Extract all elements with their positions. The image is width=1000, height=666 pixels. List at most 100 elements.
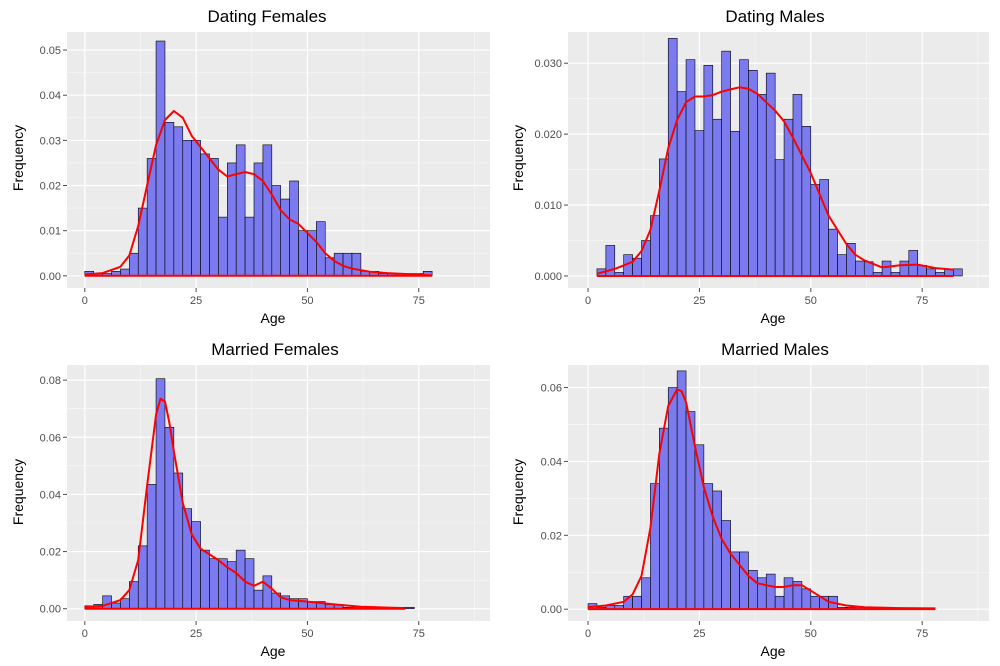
histogram-bar [694,130,705,277]
y-tick-label: 0.04 [40,489,61,501]
y-tick-label: 0.000 [534,271,562,283]
histogram-bar [676,370,687,610]
histogram-bar [200,549,210,610]
histogram-bar [712,118,722,277]
y-tick-label: 0.04 [541,456,562,468]
plot-background [568,365,989,621]
histogram-bar [262,144,273,277]
histogram-bars [84,40,433,277]
histogram-bar [200,153,210,277]
x-tick-label: 75 [413,295,425,307]
y-tick-label: 0.06 [541,383,562,395]
y-axis-title: Frequency [510,125,526,191]
axis-ticks: 0 25 50 75 0.00 0.02 0.04 0.06 0.08 [40,375,425,640]
y-tick-label: 0.010 [534,200,562,212]
histogram-bar [405,606,415,610]
histogram-bar [191,140,201,277]
histogram-bar [351,252,362,277]
histogram-bar [792,94,803,277]
y-tick-label: 0.05 [40,45,61,57]
histogram-bar [650,483,660,610]
histogram-bar [748,69,758,277]
histogram-bar [641,577,651,610]
histogram-bar [721,520,731,610]
histogram-bar [774,159,785,277]
x-tick-label: 0 [82,628,88,640]
histogram-bar [685,59,696,277]
histogram-bar [102,595,112,610]
histogram-bar [899,260,910,277]
y-tick-label: 0.03 [40,135,61,147]
histogram-bar [810,595,821,610]
histogram-bar [129,252,139,277]
histogram-bar [667,387,678,610]
density-curve [84,110,433,277]
histogram-bar [783,118,794,277]
x-tick-label: 75 [916,628,928,640]
axis-ticks: 0 25 50 75 0.00 0.02 0.04 0.06 [541,383,929,640]
histogram-bar [730,130,740,277]
histogram-bar [801,588,812,610]
histogram-bar [164,426,175,610]
x-tick-label: 50 [805,295,817,307]
histogram-bar [667,38,678,277]
y-axis-title: Frequency [510,459,526,525]
axis-ticks: 0 25 50 75 0.00 0.01 0.02 0.03 0.04 0.05 [40,45,425,307]
histogram-bar [342,252,353,277]
histogram-bar [757,94,767,277]
x-tick-label: 75 [413,628,425,640]
histogram-bar [182,140,192,277]
y-tick-label: 0.00 [40,271,61,283]
histogram-bar [173,126,184,277]
histogram-bar [120,268,130,277]
density-curve [596,86,954,275]
histogram-bar [659,158,669,277]
axis-ticks: 0 25 50 75 0.000 0.010 0.020 0.030 [534,58,928,307]
panel-married-females: Married Females Age Frequency 0 25 50 75 0.0… [10,340,490,659]
x-tick-label: 25 [693,628,705,640]
y-tick-label: 0.06 [40,432,61,444]
panel-dating-males: Dating Males Age Frequency 0 25 50 750.0000… [510,7,989,326]
histogram-bar [757,577,767,610]
histogram-bar [226,162,237,277]
histogram-bar [155,40,166,277]
histogram-bar [262,575,273,610]
histogram-bar [712,490,722,610]
x-tick-label: 0 [585,628,591,640]
histogram-bar [819,179,829,277]
plot-background [67,365,490,621]
x-tick-label: 0 [585,295,591,307]
x-tick-label: 75 [916,295,928,307]
histogram-bar [120,598,130,610]
y-tick-label: 0.08 [40,375,61,387]
x-tick-label: 25 [190,628,202,640]
histogram-bar [783,577,794,610]
panel-title: Dating Females [207,7,326,26]
y-tick-label: 0.04 [40,90,61,102]
x-axis-title: Age [761,310,786,326]
density-curve [84,397,406,610]
histogram-bar [881,260,892,277]
panel-title: Married Males [721,340,829,359]
x-tick-label: 50 [301,628,313,640]
y-tick-label: 0.00 [40,604,61,616]
histogram-bar [953,268,963,277]
panel-dating-females: Dating Females Age Frequency 0 25 50 75 0.00… [10,7,490,326]
histogram-bar [810,184,821,277]
histogram-bar [271,185,282,277]
x-axis-title: Age [761,643,786,659]
histogram-bar [244,216,255,277]
histogram-bar [721,50,731,277]
histogram-bar [209,158,219,277]
x-tick-label: 25 [190,295,202,307]
y-axis-title: Frequency [10,125,26,191]
histogram-bar [182,508,192,610]
y-tick-label: 0.02 [40,181,61,193]
histogram-bar [765,573,776,610]
histogram-bar [289,180,299,277]
y-tick-label: 0.02 [541,530,562,542]
histogram-bar [828,228,838,277]
histogram-bar [298,230,308,277]
y-tick-label: 0.020 [534,129,562,141]
histogram-bar [235,144,246,277]
